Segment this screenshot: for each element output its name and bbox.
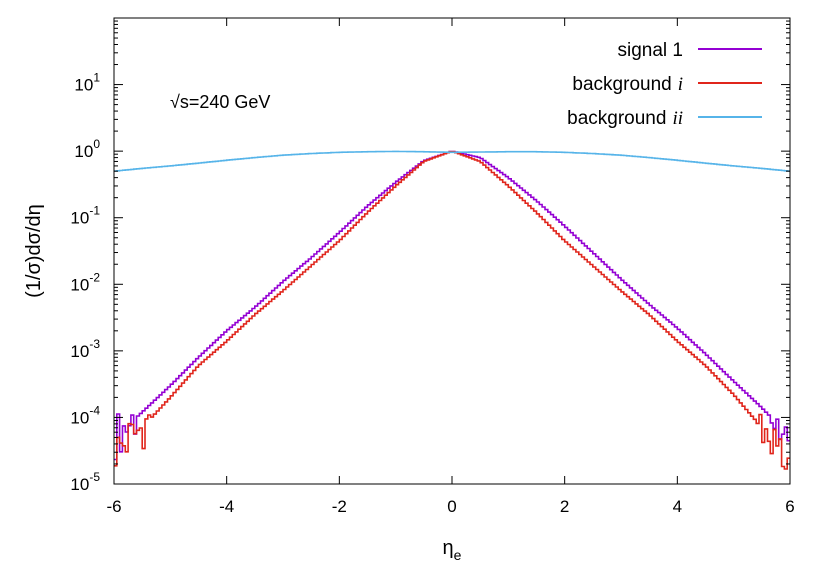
y-tick-label: 10-3 — [70, 337, 100, 361]
y-tick-label: 10-5 — [70, 470, 100, 494]
x-axis-label-main: η — [443, 537, 454, 559]
series-line-1 — [114, 150, 790, 461]
y-tick-label: 10-1 — [70, 204, 100, 228]
x-tick-label: 4 — [673, 497, 682, 516]
series-line-3 — [114, 150, 790, 172]
x-tick-label: 2 — [560, 497, 569, 516]
y-axis: 10-5 10-4 10-3 10-2 10-1 100 101 — [70, 20, 790, 494]
series-layer — [114, 150, 790, 470]
y-tick-label: 10-2 — [70, 270, 100, 294]
y-tick-label: 101 — [74, 71, 100, 95]
legend-entry-label: background i — [572, 74, 683, 95]
x-axis-label: ηe — [443, 537, 462, 563]
energy-annotation: √s=240 GeV — [170, 92, 270, 112]
x-tick-label: -4 — [219, 497, 234, 516]
y-tick-label: 10-4 — [70, 403, 100, 427]
legend-entry-label: background ii — [567, 108, 683, 129]
plot-frame — [113, 17, 791, 485]
x-tick-label: -2 — [332, 497, 347, 516]
series-line-2 — [114, 150, 790, 470]
x-tick-label: -6 — [106, 497, 121, 516]
y-tick-label: 100 — [74, 137, 100, 161]
x-axis: -6 -4 -2 0 2 4 6 — [106, 18, 795, 516]
y-axis-label: (1/σ)dσ/dη — [23, 204, 45, 298]
x-tick-label: 6 — [785, 497, 794, 516]
legend-entry-label: signal 1 — [618, 40, 684, 61]
x-tick-label: 0 — [447, 497, 456, 516]
x-axis-label-subscript: e — [454, 547, 462, 563]
legend: signal 1 background i background ii — [567, 40, 762, 129]
